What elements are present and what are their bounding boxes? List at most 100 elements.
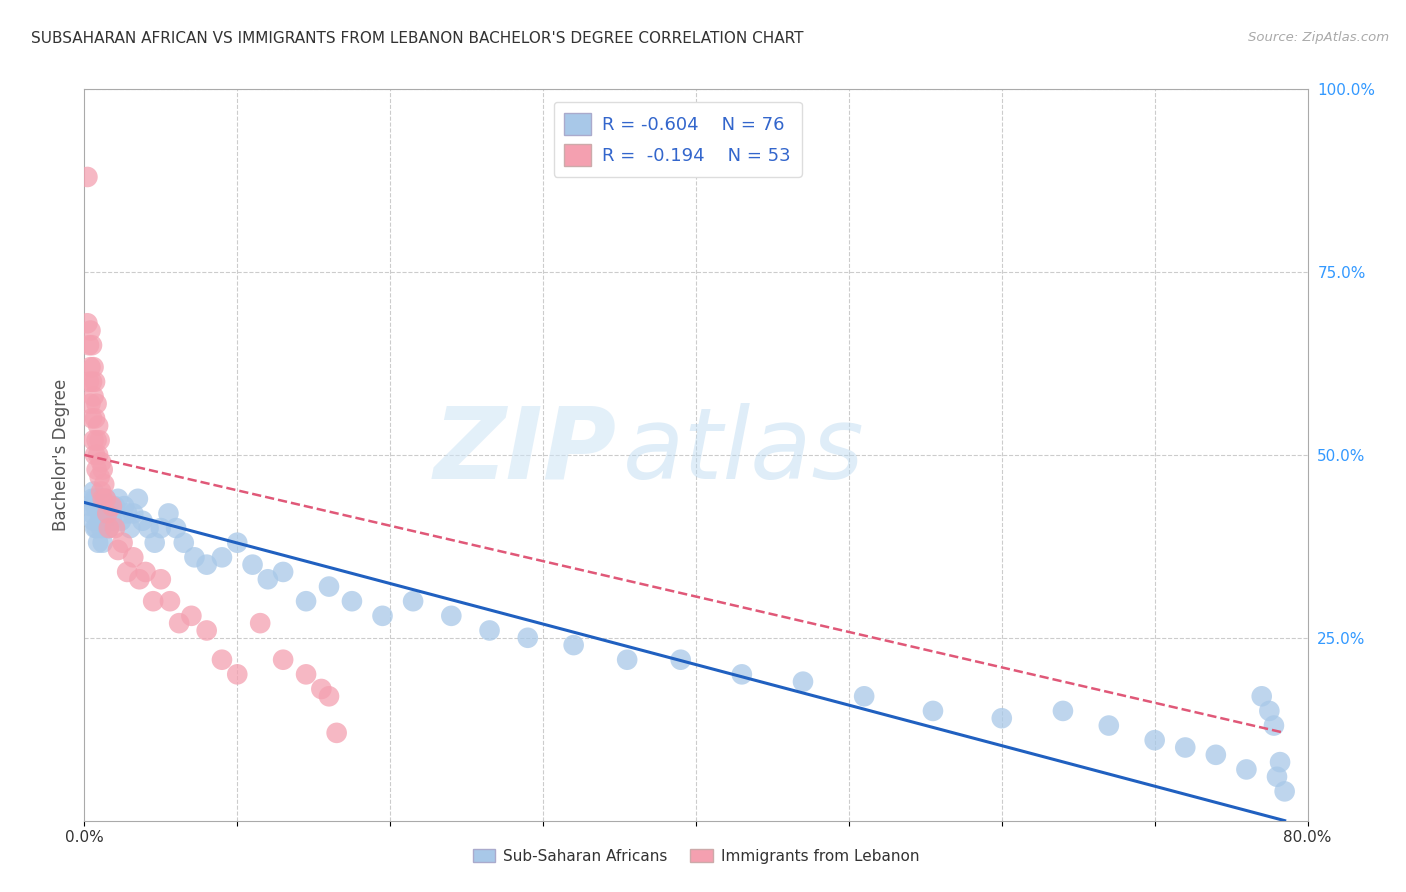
Point <box>91 535 114 549</box>
Point <box>242 558 264 572</box>
Point <box>792 674 814 689</box>
Point <box>226 535 249 549</box>
Point <box>110 514 132 528</box>
Point <box>1052 704 1074 718</box>
Point <box>94 491 117 506</box>
Point <box>84 521 107 535</box>
Point <box>295 594 318 608</box>
Point <box>115 507 138 521</box>
Point <box>104 521 127 535</box>
Point <box>79 324 101 338</box>
Point <box>84 411 107 425</box>
Point <box>165 521 187 535</box>
Point <box>516 631 538 645</box>
Point <box>195 624 218 638</box>
Point <box>98 499 121 513</box>
Point <box>115 565 138 579</box>
Point <box>79 397 101 411</box>
Text: Source: ZipAtlas.com: Source: ZipAtlas.com <box>1249 31 1389 45</box>
Point <box>89 470 111 484</box>
Point <box>96 507 118 521</box>
Point <box>295 667 318 681</box>
Point <box>87 491 110 506</box>
Point <box>76 316 98 330</box>
Point <box>84 491 107 506</box>
Point <box>87 448 110 462</box>
Point <box>84 499 107 513</box>
Point <box>616 653 638 667</box>
Point <box>195 558 218 572</box>
Point <box>131 514 153 528</box>
Point <box>77 375 100 389</box>
Point <box>122 550 145 565</box>
Point <box>135 565 157 579</box>
Point <box>86 499 108 513</box>
Point <box>87 418 110 433</box>
Point <box>86 434 108 448</box>
Point <box>402 594 425 608</box>
Point <box>271 653 294 667</box>
Point <box>122 507 145 521</box>
Point <box>669 653 692 667</box>
Point <box>1098 718 1121 732</box>
Point <box>97 521 120 535</box>
Point <box>86 521 108 535</box>
Point <box>96 507 118 521</box>
Point <box>87 535 110 549</box>
Point <box>159 594 181 608</box>
Point <box>183 550 205 565</box>
Point <box>149 572 172 586</box>
Point <box>80 491 103 506</box>
Point <box>127 491 149 506</box>
Point <box>149 521 172 535</box>
Point <box>89 491 111 506</box>
Point <box>211 653 233 667</box>
Point <box>97 521 120 535</box>
Point <box>128 572 150 586</box>
Point <box>167 616 190 631</box>
Point <box>1265 770 1288 784</box>
Point <box>104 499 127 513</box>
Point <box>111 535 134 549</box>
Point <box>89 434 111 448</box>
Point <box>83 484 105 499</box>
Point <box>83 360 105 375</box>
Point <box>107 491 129 506</box>
Point <box>90 491 112 506</box>
Point <box>86 462 108 476</box>
Point <box>77 338 100 352</box>
Point <box>1143 733 1166 747</box>
Point <box>157 507 180 521</box>
Point <box>101 499 124 513</box>
Point <box>1250 690 1272 704</box>
Point <box>318 580 340 594</box>
Point <box>80 375 103 389</box>
Point <box>79 360 101 375</box>
Point <box>91 462 114 476</box>
Point <box>180 608 202 623</box>
Point <box>83 434 105 448</box>
Point <box>271 565 294 579</box>
Point <box>440 608 463 623</box>
Point <box>853 690 876 704</box>
Point <box>90 521 112 535</box>
Point <box>991 711 1014 725</box>
Point <box>86 397 108 411</box>
Text: atlas: atlas <box>623 403 865 500</box>
Point <box>173 535 195 549</box>
Point <box>89 514 111 528</box>
Point <box>84 448 107 462</box>
Point <box>226 667 249 681</box>
Point <box>143 535 166 549</box>
Point <box>325 726 347 740</box>
Point <box>562 638 585 652</box>
Point <box>90 455 112 469</box>
Point <box>138 521 160 535</box>
Point <box>311 681 333 696</box>
Point <box>91 491 114 506</box>
Point <box>94 491 117 506</box>
Point <box>371 608 394 623</box>
Point <box>142 594 165 608</box>
Point <box>318 690 340 704</box>
Point <box>1263 718 1285 732</box>
